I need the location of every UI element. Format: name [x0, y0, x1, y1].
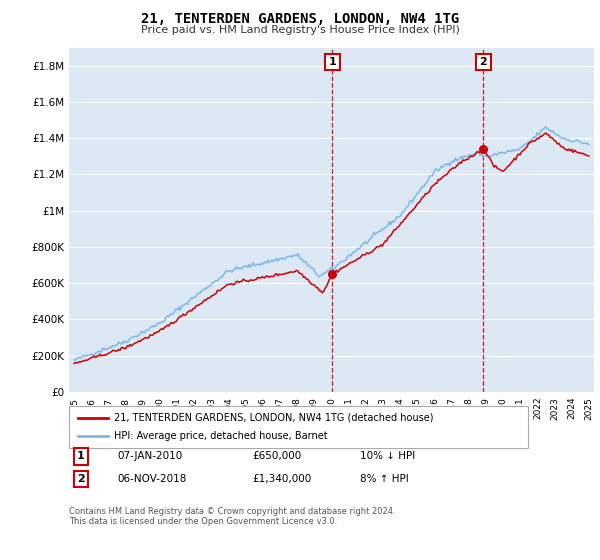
Text: 10% ↓ HPI: 10% ↓ HPI: [360, 451, 415, 461]
Text: 1: 1: [77, 451, 85, 461]
Text: 07-JAN-2010: 07-JAN-2010: [117, 451, 182, 461]
Text: 2: 2: [479, 57, 487, 67]
Text: 21, TENTERDEN GARDENS, LONDON, NW4 1TG: 21, TENTERDEN GARDENS, LONDON, NW4 1TG: [141, 12, 459, 26]
Text: £650,000: £650,000: [252, 451, 301, 461]
Text: HPI: Average price, detached house, Barnet: HPI: Average price, detached house, Barn…: [114, 431, 328, 441]
Text: Price paid vs. HM Land Registry's House Price Index (HPI): Price paid vs. HM Land Registry's House …: [140, 25, 460, 35]
Text: 21, TENTERDEN GARDENS, LONDON, NW4 1TG (detached house): 21, TENTERDEN GARDENS, LONDON, NW4 1TG (…: [114, 413, 433, 423]
Text: 8% ↑ HPI: 8% ↑ HPI: [360, 474, 409, 484]
Text: 06-NOV-2018: 06-NOV-2018: [117, 474, 187, 484]
Text: £1,340,000: £1,340,000: [252, 474, 311, 484]
Text: 1: 1: [328, 57, 336, 67]
Text: Contains HM Land Registry data © Crown copyright and database right 2024.
This d: Contains HM Land Registry data © Crown c…: [69, 507, 395, 526]
Text: 2: 2: [77, 474, 85, 484]
